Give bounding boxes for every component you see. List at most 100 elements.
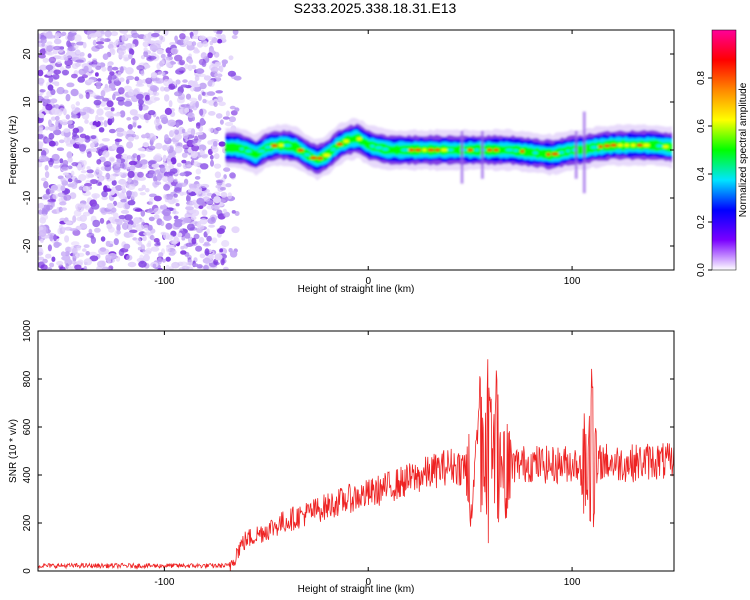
noise-dot <box>118 248 125 257</box>
noise-dot <box>38 256 45 261</box>
noise-dot <box>95 114 99 122</box>
noise-dot <box>215 90 223 94</box>
noise-dot <box>160 86 165 92</box>
noise-dot <box>88 228 93 234</box>
noise-dot <box>43 181 49 189</box>
noise-dot <box>190 151 198 159</box>
noise-dot <box>158 252 164 258</box>
noise-dot <box>231 226 240 234</box>
noise-dot <box>79 52 85 57</box>
noise-dot <box>174 35 179 42</box>
noise-dot <box>98 127 105 133</box>
noise-dot <box>223 211 230 218</box>
ridge-peak <box>374 146 383 150</box>
noise-dot <box>199 117 205 126</box>
noise-dot <box>112 66 119 71</box>
noise-dot <box>100 38 105 42</box>
noise-dot <box>131 32 140 39</box>
noise-dot <box>144 100 154 105</box>
noise-dot <box>59 163 68 169</box>
noise-dot <box>119 30 129 34</box>
noise-dot <box>78 94 84 99</box>
noise-dot <box>70 241 80 246</box>
noise-dot <box>195 168 202 175</box>
snr-y-tick-label: 400 <box>22 466 33 483</box>
noise-dot <box>201 91 206 96</box>
noise-dot <box>191 237 197 245</box>
snr-x-tick-label: 100 <box>564 577 581 588</box>
noise-dot <box>210 139 220 143</box>
noise-dot <box>39 64 48 71</box>
noise-dot <box>42 57 49 63</box>
colorbar-tick-label: 0.2 <box>696 215 707 229</box>
noise-dot <box>126 184 136 190</box>
noise-dot <box>229 172 236 179</box>
noise-dot <box>100 90 106 97</box>
noise-dot <box>48 76 54 83</box>
noise-dot <box>74 137 84 145</box>
noise-dot <box>61 31 67 36</box>
noise-dot <box>126 117 132 121</box>
noise-dot <box>162 154 167 162</box>
noise-dot <box>139 192 146 196</box>
noise-dot <box>45 64 54 71</box>
noise-dot <box>135 237 142 245</box>
noise-dot <box>69 30 78 33</box>
noise-dot <box>139 219 145 223</box>
noise-dot <box>78 144 87 152</box>
noise-dot <box>148 145 156 151</box>
noise-dot <box>86 151 92 158</box>
noise-dot <box>193 30 199 36</box>
noise-dot <box>188 58 194 64</box>
noise-dot <box>152 263 157 269</box>
noise-dot <box>214 171 222 179</box>
noise-dot <box>84 183 92 187</box>
ridge-peak <box>526 150 532 154</box>
noise-dot <box>149 85 158 92</box>
noise-dot <box>60 207 67 211</box>
noise-dot <box>214 253 223 261</box>
noise-dot <box>184 232 191 239</box>
noise-dot <box>97 260 106 268</box>
ridge-peak <box>603 144 611 148</box>
noise-dot <box>92 219 101 228</box>
noise-dot <box>136 93 144 100</box>
noise-dot <box>38 226 44 231</box>
noise-dot <box>101 66 107 72</box>
noise-dot <box>148 133 156 141</box>
noise-dot <box>137 147 145 151</box>
noise-dot <box>140 159 148 165</box>
noise-dot <box>191 41 197 46</box>
noise-dot <box>149 193 157 198</box>
noise-dot <box>88 108 95 115</box>
noise-dot <box>102 53 109 60</box>
snr-x-axis-label: Height of straight line (km) <box>298 584 415 595</box>
noise-dot <box>143 33 152 42</box>
noise-dot <box>192 83 201 88</box>
noise-dot <box>163 86 171 92</box>
noise-dot <box>54 115 60 121</box>
noise-dot <box>173 215 179 220</box>
noise-dot <box>118 215 126 220</box>
noise-dot <box>82 211 91 217</box>
ridge-peak <box>630 143 636 147</box>
noise-dot <box>86 232 95 238</box>
snr-x-tick-label: -100 <box>154 577 174 588</box>
ridge-peak <box>453 148 461 152</box>
noise-dot <box>195 122 201 129</box>
noise-dot <box>198 224 205 230</box>
noise-dot <box>197 73 207 78</box>
noise-dot <box>38 77 45 85</box>
noise-dot <box>186 223 195 231</box>
noise-dot <box>129 229 138 234</box>
noise-dot <box>193 86 202 92</box>
noise-dot <box>156 173 162 181</box>
noise-dot <box>108 253 117 259</box>
noise-dot <box>143 254 150 262</box>
ridge-peak <box>538 152 546 156</box>
noise-dot <box>116 158 122 164</box>
noise-dot <box>168 251 176 256</box>
noise-dot <box>85 251 90 256</box>
noise-dot <box>90 142 95 149</box>
noise-dot <box>219 225 227 231</box>
